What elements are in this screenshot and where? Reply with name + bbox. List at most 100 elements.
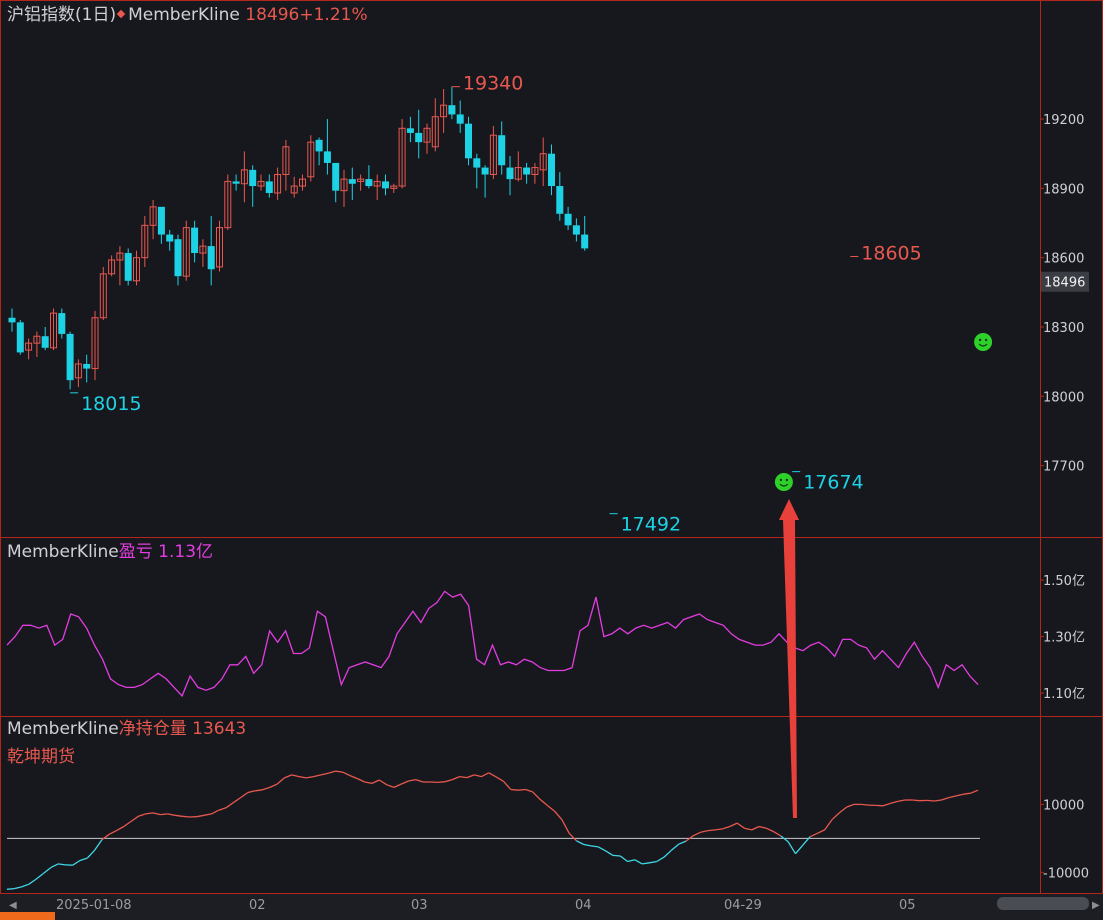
- y-tick-label: 18600: [1043, 252, 1084, 267]
- candle-body: [564, 213, 572, 226]
- candle-body: [149, 206, 157, 226]
- candle-body: [531, 167, 539, 175]
- position-segment: [685, 835, 694, 842]
- pnl-line: [6, 590, 979, 698]
- position-segment: [174, 814, 183, 817]
- candle-body: [365, 179, 373, 187]
- current-price-label: 18496: [1044, 276, 1085, 291]
- position-segment: [276, 777, 285, 785]
- position-segment: [474, 774, 482, 778]
- candle: [83, 354, 91, 383]
- position-segment: [758, 825, 767, 829]
- candle-body: [157, 206, 165, 235]
- candle: [8, 308, 16, 332]
- candle-body: [489, 134, 497, 175]
- candle: [299, 174, 306, 191]
- position-segment: [598, 846, 607, 852]
- position-panel-legend: MemberKline净持仓量 13643: [7, 718, 246, 740]
- candle: [240, 151, 248, 203]
- position-segment: [262, 786, 271, 791]
- smiley-mouth: [779, 483, 789, 487]
- position-segment: [736, 822, 745, 829]
- candle-body: [332, 162, 340, 191]
- position-segment: [525, 788, 533, 793]
- position-segment: [605, 850, 614, 856]
- candle-body: [91, 317, 99, 370]
- candle: [365, 165, 373, 189]
- diamond-icon: [116, 9, 126, 19]
- x-tick-label: 2025-01-08: [56, 898, 132, 913]
- candle: [74, 359, 82, 388]
- position-segment: [619, 855, 628, 863]
- candle: [581, 216, 589, 251]
- candle-body: [315, 139, 323, 152]
- candle-body: [581, 234, 589, 249]
- position-segment: [21, 883, 30, 888]
- candle: [572, 218, 580, 242]
- price-panel-legend: 沪铝指数(1日) MemberKline 18496+1.21%: [7, 4, 368, 26]
- candle-body: [390, 185, 398, 189]
- scrollbar-track: [0, 894, 1103, 920]
- position-segment: [955, 793, 964, 797]
- x-tick-label: 04: [575, 898, 592, 913]
- arrow-shaft: [783, 520, 797, 818]
- candle: [274, 167, 282, 200]
- position-segment: [591, 845, 599, 848]
- arrow-head: [779, 499, 799, 520]
- position-segment: [152, 812, 161, 816]
- position-segment: [926, 799, 935, 802]
- candle: [91, 310, 99, 381]
- candle: [16, 320, 24, 355]
- indicator-name: MemberKline: [128, 5, 240, 25]
- candle-body: [66, 333, 74, 381]
- position-segment: [729, 822, 738, 828]
- position-segment: [240, 791, 249, 799]
- position-value: 13643: [192, 719, 247, 739]
- annotation-label: 18605: [861, 243, 921, 265]
- position-segment: [802, 836, 811, 846]
- candle: [531, 162, 539, 184]
- candle: [133, 250, 140, 286]
- candle-body: [473, 158, 481, 168]
- candle: [166, 229, 174, 251]
- candle: [66, 331, 74, 390]
- y-tick-label: -10000: [1043, 866, 1089, 881]
- smiley-eye: [779, 478, 783, 482]
- candle-body: [431, 116, 439, 148]
- position-segment: [546, 804, 556, 812]
- position-segment: [28, 878, 37, 885]
- x-tick-label: 03: [411, 898, 428, 913]
- pnl-metric: 盈亏: [118, 542, 153, 562]
- candle-body: [348, 179, 356, 184]
- candle-body: [539, 153, 547, 171]
- position-segment: [86, 849, 96, 859]
- position-segment: [313, 774, 322, 778]
- position-segment: [495, 776, 504, 782]
- position-segment: [846, 803, 855, 808]
- candle: [481, 165, 489, 198]
- position-segment: [101, 833, 110, 841]
- candle-body: [16, 322, 24, 353]
- position-segment: [320, 772, 329, 776]
- pnl-series: [6, 590, 979, 698]
- candle-body: [498, 135, 506, 166]
- candle: [282, 139, 290, 191]
- candle-body: [224, 180, 232, 229]
- position-segment: [481, 772, 490, 778]
- position-segment: [934, 799, 942, 802]
- position-segment: [583, 843, 592, 847]
- position-segment: [72, 859, 81, 866]
- position-segment: [678, 840, 687, 845]
- position-segment: [970, 789, 979, 794]
- smiley-face: [774, 473, 793, 491]
- position-segment: [642, 862, 650, 865]
- position-segment: [890, 800, 898, 805]
- position-segment: [255, 789, 263, 792]
- candle-body: [572, 225, 580, 235]
- y-axes: 19200 18900 18600 18300 18000 17700 18496 1.50亿…: [1040, 113, 1089, 881]
- current-price-box: [1041, 271, 1089, 292]
- position-segment: [357, 778, 365, 783]
- candle-body: [50, 312, 57, 349]
- position-segment: [532, 791, 541, 800]
- position-segment: [809, 832, 818, 838]
